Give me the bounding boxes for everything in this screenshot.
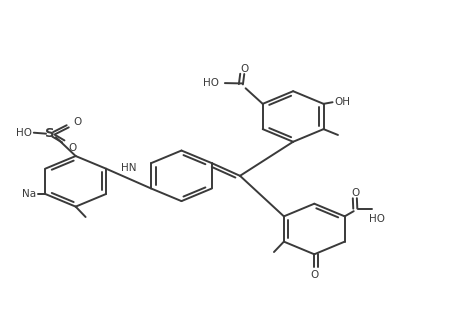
Text: HO: HO [15,128,32,138]
Text: O: O [73,117,82,127]
Text: OH: OH [335,97,351,107]
Text: O: O [241,63,249,74]
Text: O: O [352,188,360,198]
Text: HN: HN [121,163,136,173]
Text: O: O [68,143,76,153]
Text: HO: HO [369,215,385,224]
Text: Na: Na [22,189,36,199]
Text: O: O [311,270,319,281]
Text: S: S [45,128,54,141]
Text: HO: HO [202,78,219,88]
